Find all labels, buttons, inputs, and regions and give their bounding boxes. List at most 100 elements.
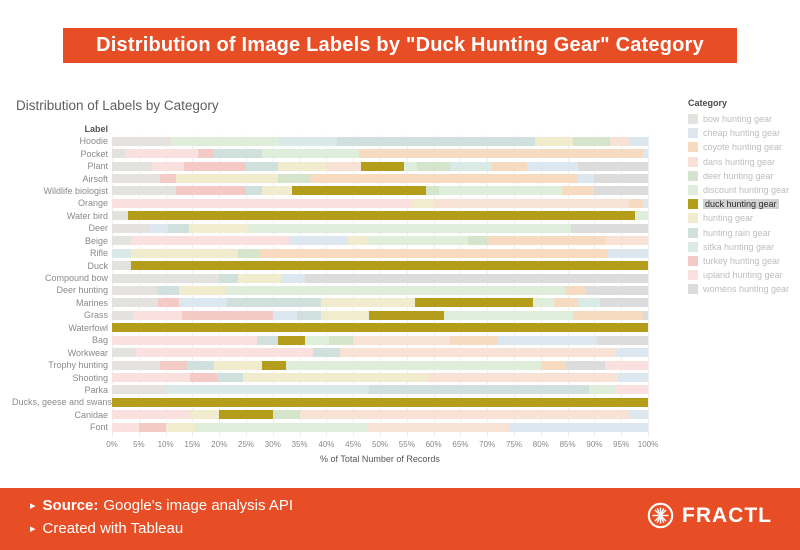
bar-segment-discount-hunting-gear[interactable]	[444, 310, 573, 320]
legend-item-coyote-hunting-gear[interactable]: coyote hunting gear	[688, 140, 798, 154]
bar-segment-cheap-hunting-gear[interactable]	[508, 422, 648, 432]
bar-segment-womens-hunting-gear[interactable]	[570, 223, 648, 233]
bar-segment-bow-hunting-gear[interactable]	[112, 360, 161, 370]
bar-segment-discount-hunting-gear[interactable]	[532, 298, 555, 308]
bar-segment-deer-hunting-gear[interactable]	[417, 161, 450, 171]
bar-segment-upland-hunting-gear[interactable]	[130, 236, 289, 246]
bar-segment-cheap-hunting-gear[interactable]	[642, 198, 648, 208]
bar-segment-discount-hunting-gear[interactable]	[634, 211, 648, 221]
bar-segment-duck-hunting-gear[interactable]	[278, 335, 305, 345]
bar-segment-bow-hunting-gear[interactable]	[112, 385, 166, 395]
bar-segment-discount-hunting-gear[interactable]	[366, 236, 469, 246]
bar-segment-bow-hunting-gear[interactable]	[112, 223, 150, 233]
bar-segment-womens-hunting-gear[interactable]	[642, 310, 648, 320]
bar-segment-coyote-hunting-gear[interactable]	[572, 310, 643, 320]
bar-segment-coyote-hunting-gear[interactable]	[629, 198, 643, 208]
bar-segment-bow-hunting-gear[interactable]	[112, 285, 158, 295]
bar-segment-turkey-hunting-gear[interactable]	[181, 310, 273, 320]
bar-segment-sitka-hunting-gear[interactable]	[449, 161, 493, 171]
bar-segment-cheap-hunting-gear[interactable]	[578, 174, 595, 184]
bar-segment-turkey-hunting-gear[interactable]	[157, 298, 179, 308]
bar-segment-hunting-rain-gear[interactable]	[213, 149, 263, 159]
bar-segment-coyote-hunting-gear[interactable]	[564, 285, 587, 295]
bar-segment-womens-hunting-gear[interactable]	[578, 161, 648, 171]
bar-segment-bow-hunting-gear[interactable]	[112, 149, 126, 159]
bar-segment-hunting-rain-gear[interactable]	[167, 223, 190, 233]
bar-segment-discount-hunting-gear[interactable]	[404, 161, 418, 171]
bar-segment-hunting-gear[interactable]	[165, 422, 196, 432]
bar-segment-womens-hunting-gear[interactable]	[304, 273, 648, 283]
bar-segment-bow-hunting-gear[interactable]	[112, 348, 137, 358]
bar-segment-bow-hunting-gear[interactable]	[112, 161, 153, 171]
bar-segment-hunting-gear[interactable]	[176, 174, 279, 184]
bar-segment-deer-hunting-gear[interactable]	[329, 335, 354, 345]
bar-segment-hunting-gear[interactable]	[278, 161, 327, 171]
bar-segment-hunting-rain-gear[interactable]	[312, 348, 340, 358]
legend-item-hunting-gear[interactable]: hunting gear	[688, 211, 798, 225]
bar-segment-womens-hunting-gear[interactable]	[594, 174, 648, 184]
bar-segment-upland-hunting-gear[interactable]	[112, 335, 257, 345]
bar-segment-coyote-hunting-gear[interactable]	[492, 161, 528, 171]
bar-segment-hunting-rain-gear[interactable]	[245, 186, 263, 196]
bar-segment-duck-hunting-gear[interactable]	[369, 310, 445, 320]
bar-segment-womens-hunting-gear[interactable]	[564, 360, 606, 370]
bar-segment-hunting-rain-gear[interactable]	[219, 273, 238, 283]
bar-segment-hunting-gear[interactable]	[412, 198, 434, 208]
bar-segment-womens-hunting-gear[interactable]	[597, 335, 648, 345]
bar-segment-cheap-hunting-gear[interactable]	[280, 273, 305, 283]
bar-segment-hunting-gear[interactable]	[243, 373, 429, 383]
bar-segment-dans-hunting-gear[interactable]	[326, 161, 362, 171]
bar-segment-hunting-rain-gear[interactable]	[296, 310, 321, 320]
bar-segment-cheap-hunting-gear[interactable]	[178, 298, 228, 308]
bar-segment-upland-hunting-gear[interactable]	[112, 422, 139, 432]
bar-segment-hunting-gear[interactable]	[535, 136, 573, 146]
bar-segment-cheap-hunting-gear[interactable]	[527, 161, 579, 171]
bar-segment-cheap-hunting-gear[interactable]	[629, 410, 648, 420]
bar-segment-coyote-hunting-gear[interactable]	[449, 335, 498, 345]
bar-segment-duck-hunting-gear[interactable]	[112, 323, 648, 333]
bar-segment-coyote-hunting-gear[interactable]	[487, 236, 606, 246]
bar-segment-sitka-hunting-gear[interactable]	[278, 136, 338, 146]
bar-segment-turkey-hunting-gear[interactable]	[160, 360, 188, 370]
bar-segment-cheap-hunting-gear[interactable]	[288, 236, 348, 246]
bar-segment-hunting-gear[interactable]	[262, 186, 292, 196]
bar-segment-coyote-hunting-gear[interactable]	[562, 186, 595, 196]
bar-segment-bow-hunting-gear[interactable]	[112, 310, 134, 320]
bar-segment-duck-hunting-gear[interactable]	[291, 186, 426, 196]
legend-item-dans-hunting-gear[interactable]: dans hunting gear	[688, 155, 798, 169]
bar-segment-bow-hunting-gear[interactable]	[112, 298, 158, 308]
bar-segment-cheap-hunting-gear[interactable]	[607, 248, 648, 258]
bar-segment-turkey-hunting-gear[interactable]	[176, 186, 246, 196]
bar-segment-coyote-hunting-gear[interactable]	[358, 149, 643, 159]
bar-segment-bow-hunting-gear[interactable]	[112, 261, 131, 271]
bar-segment-discount-hunting-gear[interactable]	[195, 422, 367, 432]
legend-item-bow-hunting-gear[interactable]: bow hunting gear	[688, 112, 798, 126]
bar-segment-hunting-gear[interactable]	[189, 223, 248, 233]
bar-segment-hunting-rain-gear[interactable]	[187, 360, 214, 370]
bar-segment-sitka-hunting-gear[interactable]	[165, 385, 370, 395]
bar-segment-discount-hunting-gear[interactable]	[304, 335, 330, 345]
bar-segment-hunting-gear[interactable]	[178, 285, 225, 295]
bar-segment-hunting-gear[interactable]	[321, 310, 370, 320]
bar-segment-upland-hunting-gear[interactable]	[615, 385, 648, 395]
bar-segment-discount-hunting-gear[interactable]	[224, 285, 565, 295]
bar-segment-turkey-hunting-gear[interactable]	[189, 373, 217, 383]
bar-segment-dans-hunting-gear[interactable]	[433, 198, 630, 208]
bar-segment-upland-hunting-gear[interactable]	[136, 348, 313, 358]
bar-segment-bow-hunting-gear[interactable]	[112, 186, 177, 196]
bar-segment-womens-hunting-gear[interactable]	[599, 298, 648, 308]
bar-segment-cheap-hunting-gear[interactable]	[497, 335, 598, 345]
bar-segment-dans-hunting-gear[interactable]	[610, 136, 630, 146]
bar-segment-duck-hunting-gear[interactable]	[414, 298, 533, 308]
bar-segment-bow-hunting-gear[interactable]	[112, 211, 129, 221]
bar-segment-hunting-gear[interactable]	[347, 236, 367, 246]
bar-segment-coyote-hunting-gear[interactable]	[259, 248, 608, 258]
bar-segment-discount-hunting-gear[interactable]	[170, 136, 279, 146]
bar-segment-cheap-hunting-gear[interactable]	[272, 310, 297, 320]
bar-segment-hunting-rain-gear[interactable]	[369, 385, 590, 395]
bar-segment-cheap-hunting-gear[interactable]	[629, 136, 648, 146]
bar-segment-turkey-hunting-gear[interactable]	[138, 422, 166, 432]
bar-segment-duck-hunting-gear[interactable]	[262, 360, 287, 370]
bar-segment-bow-hunting-gear[interactable]	[112, 174, 161, 184]
bar-segment-sitka-hunting-gear[interactable]	[578, 298, 600, 308]
